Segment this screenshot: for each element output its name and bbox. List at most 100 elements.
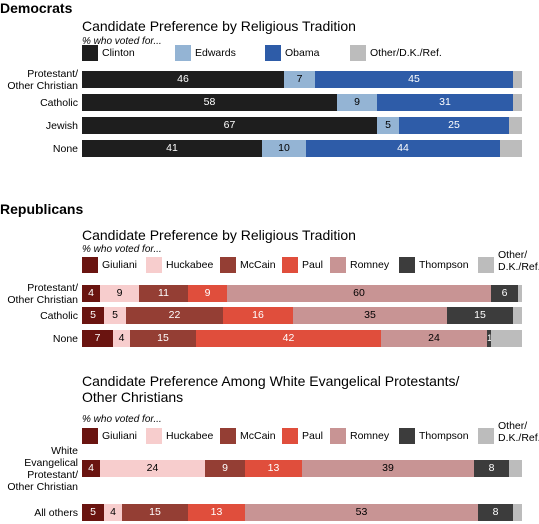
data-label: 7 [296, 73, 303, 85]
bar-segment [513, 504, 522, 521]
bar-segment [227, 285, 491, 302]
bar-segment [315, 71, 513, 88]
data-label: 24 [428, 332, 440, 344]
bar-segment [377, 94, 513, 111]
data-label: 13 [267, 462, 280, 474]
data-label: 4 [88, 462, 94, 474]
data-label: 4 [88, 287, 94, 299]
bar-segment [82, 307, 104, 324]
data-label: 7 [94, 332, 101, 344]
bar-segment [113, 330, 130, 347]
data-label: 10 [278, 142, 290, 154]
legend-label: Paul [302, 430, 324, 442]
legend-swatch [330, 428, 346, 444]
legend-swatch [478, 428, 494, 444]
data-label: 16 [252, 309, 264, 321]
legend-swatch [265, 45, 281, 61]
data-label: 11 [158, 287, 169, 299]
bar-segment [518, 285, 522, 302]
data-label: 22 [168, 309, 181, 321]
bar-segment [104, 307, 126, 324]
category-label: Catholic [40, 309, 78, 322]
data-label: 5 [90, 309, 96, 321]
legend-label: Other/ D.K./Ref. [498, 249, 539, 273]
chart-subtitle: % who voted for... [82, 36, 162, 47]
bar-segment [196, 330, 381, 347]
data-label: 31 [439, 96, 451, 108]
data-label: 39 [382, 462, 394, 474]
bar-segment [478, 504, 513, 521]
data-label: 8 [488, 462, 495, 474]
data-label: 25 [448, 119, 460, 131]
data-label: 46 [177, 73, 189, 85]
data-label: 5 [112, 309, 118, 321]
data-label: 8 [492, 506, 499, 518]
bar-segment [293, 307, 447, 324]
bar-segment [82, 504, 104, 521]
legend-swatch [220, 257, 236, 273]
category-label: All others [34, 506, 78, 519]
legend-swatch [220, 428, 236, 444]
legend-swatch [82, 257, 98, 273]
bar-segment [82, 285, 100, 302]
bar-segment [381, 330, 487, 347]
bar-segment [82, 460, 100, 477]
data-label: 35 [364, 309, 376, 321]
data-label: 15 [474, 309, 486, 321]
data-label: 9 [116, 287, 123, 299]
bar-segment [337, 94, 377, 111]
legend-label: Paul [302, 259, 324, 271]
bar-segment [100, 285, 139, 302]
legend-label: Thompson [419, 259, 469, 271]
chart-subtitle: % who voted for... [82, 244, 162, 255]
bar-segment [130, 330, 196, 347]
data-label: 15 [157, 332, 169, 344]
bar-segment [399, 117, 509, 134]
bar-segment [513, 94, 522, 111]
bar-segment [377, 117, 399, 134]
bar-segment [104, 504, 122, 521]
data-label: 4 [118, 332, 125, 344]
legend-swatch [350, 45, 366, 61]
bar-segment [487, 330, 491, 347]
legend-label: Thompson [419, 430, 469, 442]
bar-segment [82, 117, 377, 134]
bar-segment [284, 71, 315, 88]
bar-segment [205, 460, 245, 477]
chart-subtitle: % who voted for... [82, 414, 162, 425]
category-label: Jewish [45, 119, 78, 132]
legend-swatch [175, 45, 191, 61]
data-label: 24 [146, 462, 159, 474]
legend-swatch [146, 257, 162, 273]
category-label: None [52, 142, 78, 155]
category-label: None [52, 332, 78, 345]
bar-segment [509, 460, 522, 477]
section-heading: Democrats [0, 0, 73, 16]
data-label: 42 [282, 332, 295, 344]
bar-segment [245, 460, 302, 477]
data-label: 15 [149, 506, 161, 518]
bar-segment [82, 140, 262, 157]
data-label: 13 [210, 506, 223, 518]
bar-segment [513, 307, 522, 324]
data-label: 60 [353, 287, 365, 299]
data-label: 5 [385, 119, 391, 131]
bar-segment [188, 504, 245, 521]
bar-segment [500, 140, 522, 157]
legend-swatch [478, 257, 494, 273]
legend-label: Huckabee [166, 259, 214, 271]
legend-label: Giuliani [102, 259, 138, 271]
category-label: Catholic [40, 96, 78, 109]
bar-segment [262, 140, 306, 157]
bar-segment [82, 330, 113, 347]
bar-segment [126, 307, 223, 324]
legend-label: Edwards [195, 47, 236, 59]
legend-swatch [146, 428, 162, 444]
legend-swatch [82, 45, 98, 61]
bar-segment [245, 504, 478, 521]
bar-segment [223, 307, 293, 324]
data-label: 67 [223, 119, 236, 131]
legend-swatch [330, 257, 346, 273]
legend-label: McCain [240, 259, 276, 271]
legend-swatch [82, 428, 98, 444]
